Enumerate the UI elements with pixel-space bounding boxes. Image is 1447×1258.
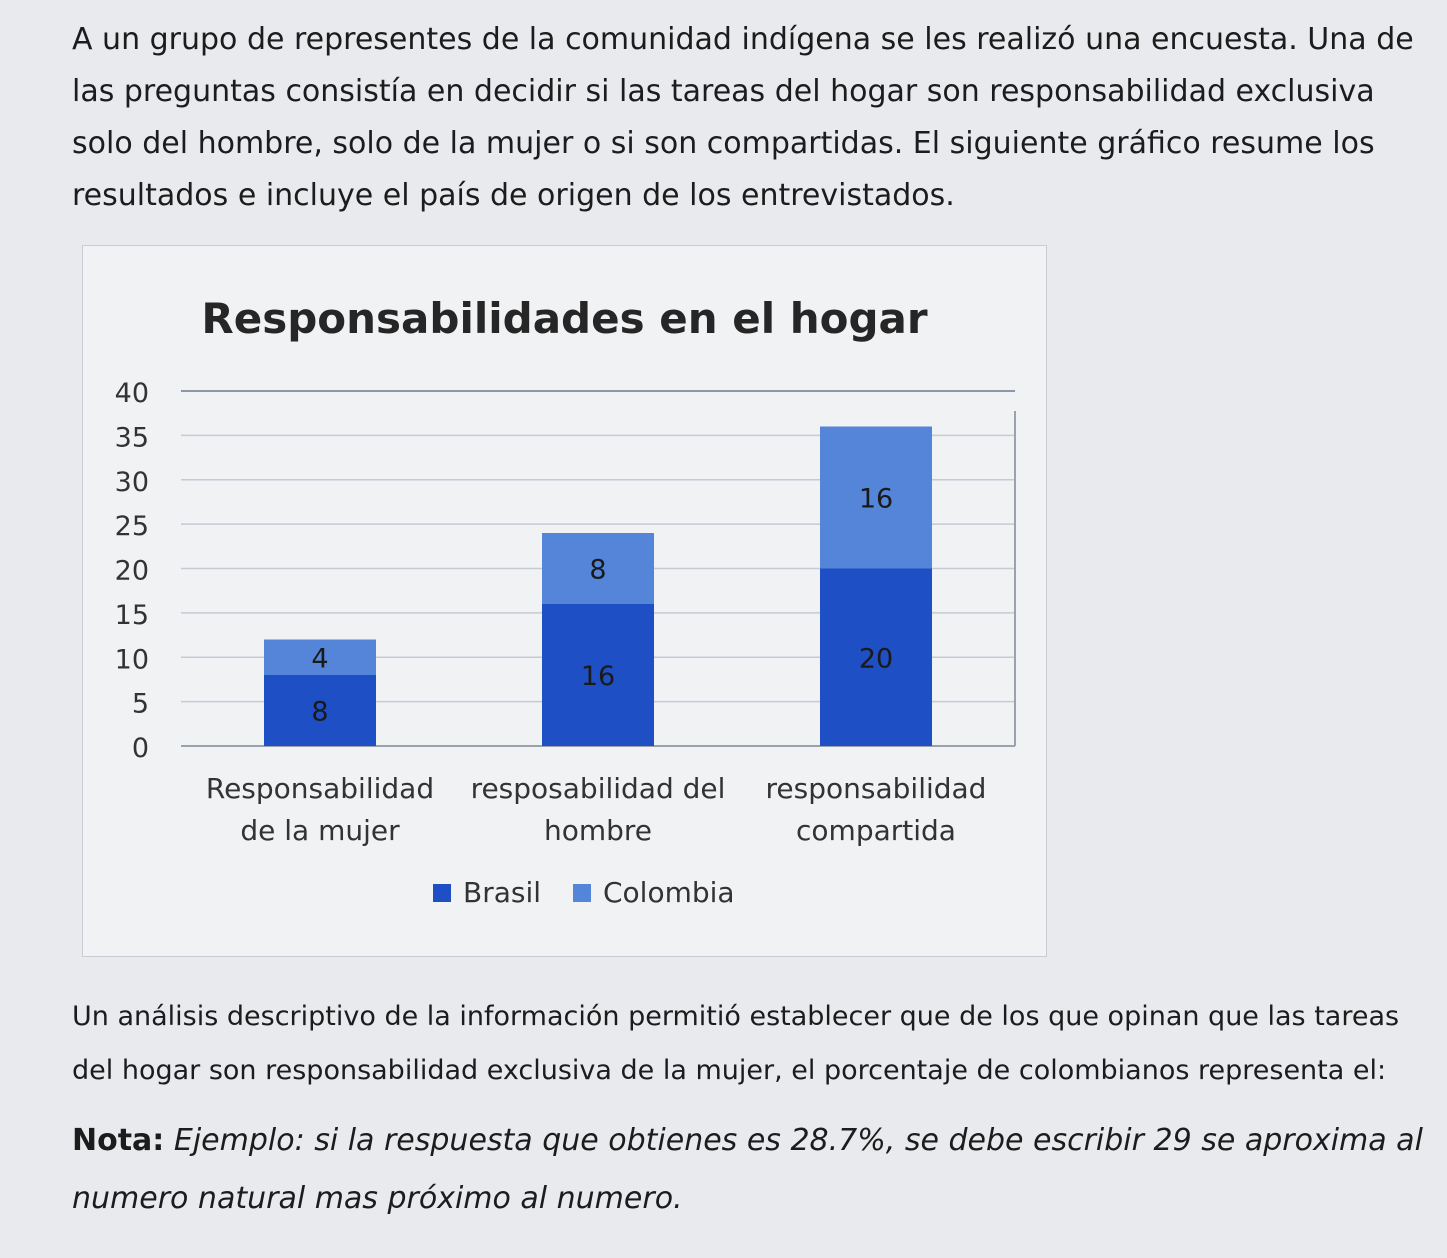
x-category-label: compartida (796, 814, 956, 847)
legend-label-colombia: Colombia (603, 876, 735, 909)
y-tick-label: 40 (115, 378, 149, 409)
bar-brasil-2 (542, 604, 654, 746)
chart-container: Responsabilidades en el hogar 0 5 10 15 20 25… (82, 245, 1047, 957)
x-category-label: resposabilidad del (471, 772, 726, 805)
bar-brasil-3 (820, 568, 932, 746)
bar-brasil-1 (264, 675, 376, 746)
y-tick-label: 10 (115, 644, 149, 675)
x-category-label: hombre (544, 814, 652, 847)
legend-label-brasil: Brasil (463, 876, 541, 909)
x-category-label: responsabilidad (766, 772, 987, 805)
data-label-brasil-2: 16 (581, 661, 615, 692)
note-label: Nota: (72, 1123, 165, 1158)
legend-swatch-colombia (573, 884, 591, 902)
y-tick-label: 5 (132, 689, 149, 720)
data-label-colombia-3: 16 (859, 484, 893, 515)
y-tick-label: 35 (115, 422, 149, 453)
y-tick-label: 0 (132, 733, 149, 764)
note-text: Ejemplo: si la respuesta que obtienes es… (72, 1123, 1423, 1216)
question-paragraph: Un análisis descriptivo de la informació… (72, 1001, 1400, 1086)
bar-colombia-1 (264, 639, 376, 675)
data-label-colombia-2: 8 (589, 555, 606, 586)
y-tick-label: 20 (115, 556, 149, 587)
x-category-label: de la mujer (240, 814, 400, 847)
intro-paragraph: A un grupo de representes de la comunida… (72, 22, 1414, 213)
y-tick-label: 30 (115, 467, 149, 498)
bar-colombia-3 (820, 426, 932, 569)
legend-swatch-brasil (433, 884, 451, 902)
y-tick-label: 25 (115, 511, 149, 542)
y-tick-label: 15 (115, 600, 149, 631)
bar-colombia-2 (542, 533, 654, 604)
data-label-brasil-1: 8 (311, 697, 328, 728)
data-label-colombia-1: 4 (311, 643, 328, 674)
data-label-brasil-3: 20 (859, 643, 893, 674)
note-paragraph: Nota: Ejemplo: si la respuesta que obtie… (72, 1112, 1432, 1228)
chart-plot: 0 5 10 15 20 25 30 35 40 8 4 Responsabilidad de la m… (115, 378, 1016, 909)
chart-title: Responsabilidades en el hogar (201, 294, 928, 343)
x-category-label: Responsabilidad (206, 772, 434, 805)
